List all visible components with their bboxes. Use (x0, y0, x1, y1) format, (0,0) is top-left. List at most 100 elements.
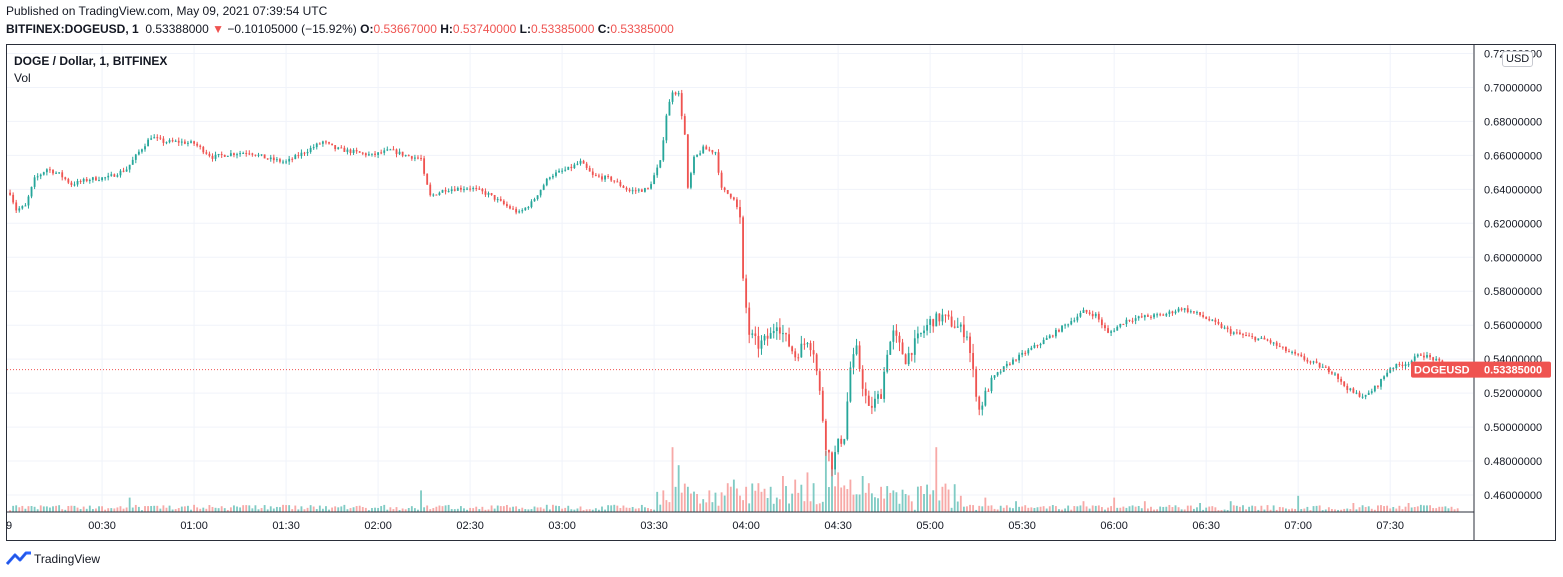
candle-body (294, 155, 297, 160)
candle-body (1401, 364, 1404, 367)
volume-bar (1174, 505, 1177, 512)
volume-bar (263, 505, 266, 512)
candle-body (52, 169, 54, 174)
candle-body (1278, 345, 1281, 347)
series-legend-title[interactable]: DOGE / Dollar, 1, BITFINEX (14, 54, 168, 68)
candle-body (239, 153, 242, 155)
volume-bar (1113, 497, 1116, 512)
volume-bar (211, 506, 214, 512)
volume-bar (843, 485, 846, 512)
volume-bar (714, 492, 717, 512)
volume-bar (907, 495, 910, 512)
price-tag-symbol: DOGEUSD (1414, 365, 1470, 377)
volume-bar (1021, 506, 1024, 512)
candle-body (1438, 358, 1441, 361)
candle-body (631, 190, 634, 192)
x-tick-label: 04:00 (732, 520, 760, 532)
volume-bar (567, 505, 570, 512)
volume-bar (693, 491, 695, 512)
volume-bar (1300, 509, 1303, 512)
candle-body (1097, 313, 1100, 320)
volume-bar (521, 507, 524, 512)
candle-body (1248, 335, 1251, 337)
candle-body (413, 157, 416, 159)
y-tick-label: 0.56000000 (1484, 320, 1542, 332)
candle-body (39, 174, 42, 177)
volume-bar (45, 506, 48, 512)
candle-body (739, 207, 741, 218)
candle-body (699, 153, 702, 155)
volume-bar (325, 506, 327, 512)
volume-bar (987, 505, 990, 512)
volume-bar (938, 500, 941, 512)
volume-bar (846, 489, 849, 512)
volume-bar (469, 507, 472, 512)
volume-legend[interactable]: Vol (14, 71, 31, 85)
volume-bar (1070, 509, 1073, 512)
y-tick-label: 0.62000000 (1484, 218, 1542, 230)
time-axis[interactable]: 9 00:30 01:00 01:30 02:00 02:30 03:00 03:30 04:0… (6, 511, 1474, 532)
candle-body (159, 137, 162, 139)
volume-bar (1438, 506, 1441, 512)
candle-body (791, 346, 794, 352)
volume-bar (171, 509, 174, 512)
volume-bar (1361, 505, 1364, 512)
y-tick-label: 0.58000000 (1484, 286, 1542, 298)
volume-bar (1027, 507, 1030, 512)
high-label: H: (440, 22, 453, 36)
candle-body (257, 154, 260, 156)
candle-body (447, 191, 450, 193)
candle-body (487, 193, 490, 195)
footer[interactable]: TradingView (6, 551, 100, 567)
candle-body (303, 152, 306, 154)
currency-button[interactable]: USD (1502, 51, 1534, 67)
candle-body (1238, 332, 1241, 335)
volume-bar (104, 509, 107, 512)
volume-bar (785, 486, 787, 512)
candle-body (558, 170, 560, 173)
candle-body (1226, 327, 1229, 330)
volume-bar (1266, 505, 1269, 512)
candle-body (1242, 334, 1244, 336)
candle-body (12, 194, 15, 203)
volume-bar (39, 505, 42, 512)
volume-bar (288, 505, 291, 512)
candle-body (962, 324, 965, 338)
open-label: O: (360, 22, 374, 36)
volume-bar (481, 506, 484, 512)
candle-body (91, 177, 94, 180)
volume-bar (144, 506, 146, 512)
x-tick-label: 01:30 (272, 520, 300, 532)
volume-bar (1404, 506, 1407, 512)
candle-body (736, 199, 738, 208)
candle-body (619, 181, 622, 186)
volume-bar (524, 509, 527, 512)
volume-bar (1110, 506, 1113, 512)
volume-bar (558, 506, 560, 512)
volume-bar (1015, 501, 1017, 512)
volume-bar (438, 505, 441, 512)
candle-body (840, 438, 843, 444)
candle-body (708, 149, 711, 151)
volume-bar (782, 476, 784, 512)
candle-body (521, 210, 524, 212)
candle-body (110, 174, 113, 176)
candle-body (1008, 363, 1011, 365)
candle-body (1254, 336, 1257, 341)
volume-bar (1294, 508, 1297, 512)
volume-bar (1131, 505, 1134, 512)
volume-bar (205, 508, 208, 512)
volume-bar (837, 472, 840, 512)
volume-bar (852, 494, 855, 512)
candle-body (702, 146, 705, 154)
candle-body (1205, 316, 1208, 319)
volume-bar (1054, 506, 1057, 512)
volume-bar (818, 503, 821, 512)
candle-body (533, 199, 536, 202)
candle-body (693, 156, 695, 174)
volume-bar (1315, 505, 1318, 512)
candle-body (380, 152, 383, 154)
candle-body (1364, 394, 1367, 397)
volume-bar (598, 509, 600, 512)
